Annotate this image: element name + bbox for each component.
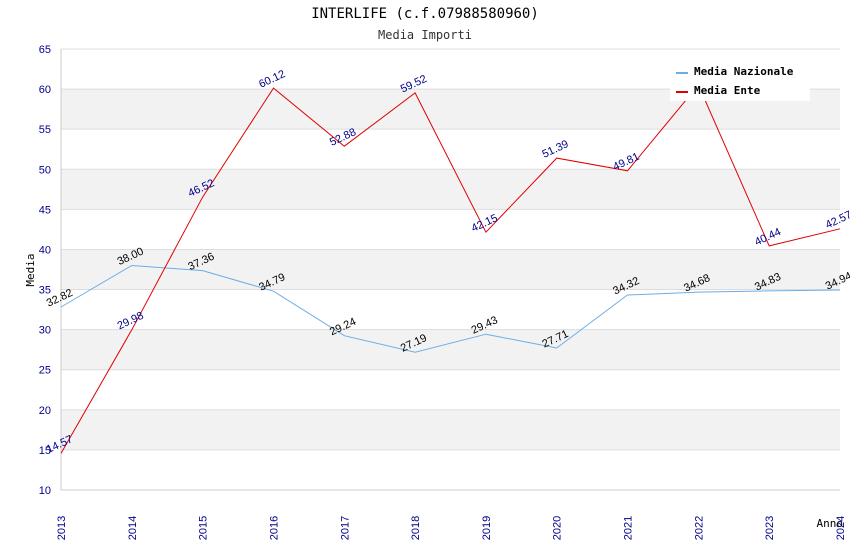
series-line-nazionale [60,264,841,353]
y-tick-label: 15 [39,445,51,457]
y-tick-label: 30 [39,325,51,337]
series-line-ente [60,84,841,454]
axes [60,49,840,491]
y-tick-labels: 10 15 20 25 30 35 40 45 50 55 60 65 [39,44,51,497]
y-tick-label: 35 [39,285,51,297]
x-tick-label: 2016 [268,516,280,540]
data-label: 29.98 [116,310,146,333]
legend-background [670,61,810,101]
data-label: 51.39 [540,138,570,161]
x-tick-label: 2022 [693,516,705,540]
x-tick-label: 2023 [764,516,776,540]
legend: Media Nazionale Media Ente [670,61,810,101]
x-tick-label: 2018 [410,516,422,540]
chart-subtitle: Media Importi [378,28,472,42]
x-tick-label: 2019 [481,516,493,540]
x-tick-label: 2024 [835,516,847,540]
y-tick-label: 25 [39,365,51,377]
data-label: 14.57 [45,433,75,456]
chart-title: INTERLIFE (c.f.07988580960) [311,6,539,22]
y-tick-label: 10 [39,485,51,497]
data-label: 42.15 [470,212,500,235]
x-tick-label: 2021 [623,516,635,540]
grid-band [61,169,840,210]
data-label: 60.12 [257,68,287,91]
data-label: 42.57 [824,209,850,232]
grid-band [61,249,840,290]
legend-label-ente: Media Ente [694,84,761,97]
x-tick-label: 2015 [198,516,210,540]
x-tick-label: 2014 [127,516,139,540]
y-tick-label: 40 [39,244,51,256]
y-tick-label: 45 [39,204,51,216]
x-tick-labels: 2013 2014 2015 2016 2017 2018 2019 2020 2021 2022… [56,516,847,540]
x-tick-label: 2017 [339,516,351,540]
legend-label-nazionale: Media Nazionale [694,65,794,78]
y-tick-label: 55 [39,124,51,136]
y-tick-label: 65 [39,44,51,56]
y-tick-label: 50 [39,164,51,176]
series-lines [60,84,841,454]
x-tick-label: 2013 [56,516,68,540]
x-tick-label: 2020 [552,516,564,540]
grid-bands [61,89,840,450]
y-tick-label: 60 [39,84,51,96]
grid-band [61,409,840,450]
data-label: 40.44 [753,226,783,249]
x-axis-title: Anno [817,517,844,530]
grid-band [61,329,840,370]
y-tick-label: 20 [39,405,51,417]
y-axis-title: Media [24,253,37,286]
